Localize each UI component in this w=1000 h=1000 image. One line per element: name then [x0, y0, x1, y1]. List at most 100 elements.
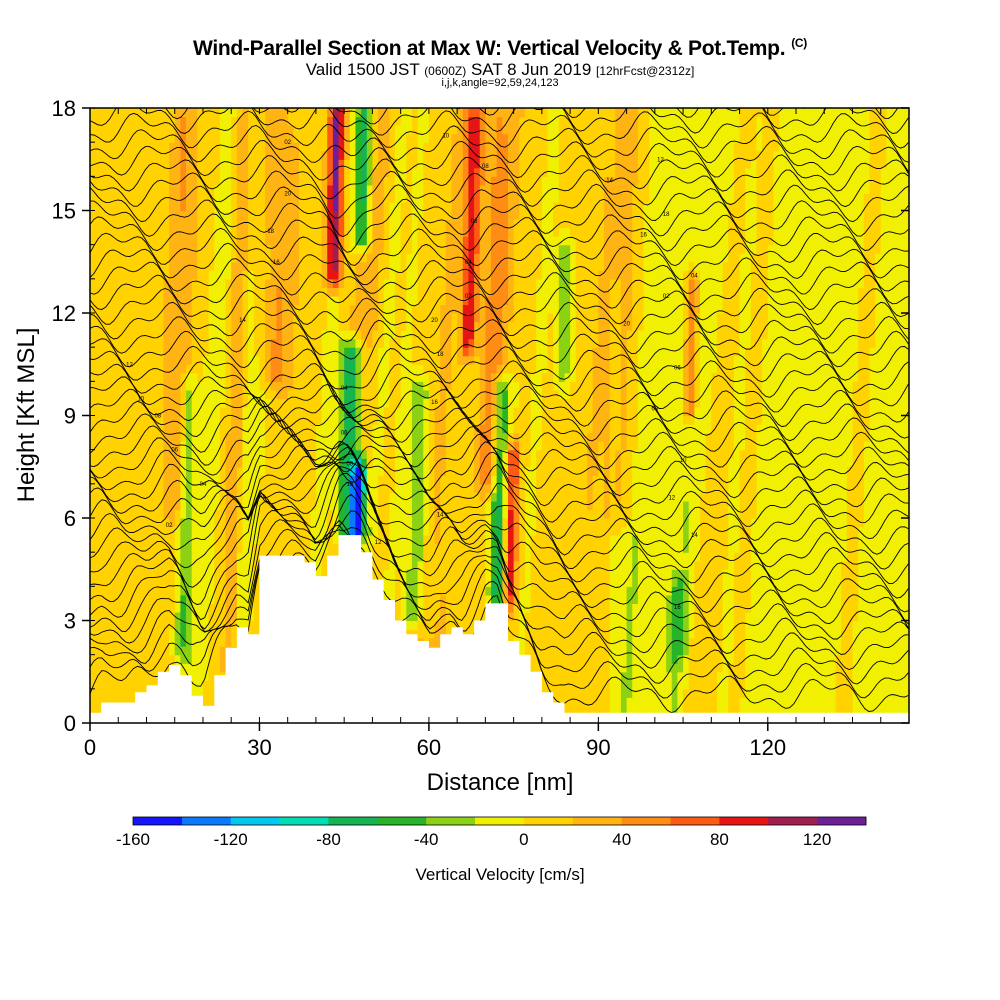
velocity-cell: [118, 552, 125, 562]
velocity-cell: [807, 483, 814, 493]
velocity-cell: [106, 560, 114, 570]
velocity-cell: [90, 705, 97, 716]
velocity-cell: [677, 697, 684, 707]
velocity-cell: [756, 466, 763, 476]
velocity-cell: [208, 560, 215, 570]
velocity-cell: [135, 569, 142, 579]
velocity-cell: [140, 492, 148, 502]
velocity-cell: [643, 483, 650, 493]
velocity-cell: [722, 535, 729, 545]
velocity-cell: [603, 560, 611, 570]
velocity-cell: [841, 466, 848, 476]
velocity-cell: [592, 611, 599, 622]
velocity-cell: [163, 449, 170, 459]
velocity-cell: [219, 500, 227, 511]
velocity-cell: [440, 449, 447, 459]
velocity-cell: [784, 483, 791, 493]
velocity-cell: [869, 654, 876, 664]
velocity-cell: [231, 569, 238, 579]
velocity-cell: [332, 509, 340, 519]
velocity-cell: [750, 594, 758, 605]
velocity-cell: [474, 518, 481, 528]
velocity-cell: [553, 697, 560, 707]
velocity-cell: [762, 535, 769, 545]
velocity-cell: [846, 688, 854, 698]
velocity-cell: [112, 543, 119, 553]
velocity-cell: [152, 637, 159, 647]
velocity-cell: [801, 475, 808, 485]
velocity-cell: [259, 458, 266, 468]
velocity-cell: [858, 611, 865, 622]
velocity-cell: [344, 509, 351, 519]
velocity-cell: [716, 492, 724, 502]
velocity-cell: [186, 586, 193, 596]
velocity-cell: [756, 671, 763, 681]
velocity-cell: [863, 594, 871, 605]
velocity-cell: [846, 449, 854, 459]
velocity-cell: [643, 449, 650, 459]
velocity-cell: [157, 483, 165, 493]
velocity-cell: [846, 500, 854, 511]
velocity-cell: [626, 688, 633, 698]
velocity-cell: [841, 441, 848, 451]
velocity-cell: [575, 492, 582, 502]
velocity-cell: [875, 629, 882, 639]
velocity-cell: [581, 509, 588, 519]
velocity-cell: [824, 663, 831, 673]
velocity-cell: [570, 697, 577, 707]
velocity-cell: [852, 441, 859, 451]
velocity-cell: [779, 654, 786, 664]
velocity-cell: [666, 466, 673, 476]
velocity-cell: [694, 646, 701, 656]
velocity-cell: [632, 637, 639, 647]
velocity-cell: [315, 543, 323, 553]
velocity-cell: [587, 432, 594, 442]
velocity-cell: [140, 680, 148, 690]
velocity-cell: [169, 611, 176, 622]
velocity-cell: [637, 671, 645, 681]
velocity-cell: [587, 543, 594, 553]
velocity-cell: [174, 646, 181, 656]
velocity-cell: [694, 654, 701, 664]
velocity-cell: [807, 526, 814, 536]
velocity-cell: [383, 586, 390, 596]
velocity-cell: [824, 509, 831, 519]
velocity-cell: [609, 705, 616, 716]
velocity-cell: [575, 680, 582, 690]
velocity-cell: [186, 654, 193, 664]
velocity-cell: [440, 552, 447, 562]
velocity-cell: [852, 449, 859, 459]
velocity-cell: [553, 518, 560, 528]
velocity-cell: [259, 509, 266, 519]
velocity-cell: [716, 458, 724, 468]
velocity-cell: [536, 475, 543, 485]
velocity-cell: [338, 449, 345, 459]
velocity-cell: [298, 535, 306, 545]
velocity-cell: [146, 483, 153, 493]
velocity-cell: [389, 449, 396, 459]
velocity-cell: [242, 543, 249, 553]
velocity-cell: [626, 577, 633, 587]
velocity-cell: [519, 577, 526, 587]
velocity-cell: [875, 663, 882, 673]
velocity-cell: [259, 543, 266, 553]
velocity-cell: [683, 526, 690, 536]
velocity-cell: [287, 441, 294, 451]
velocity-cell: [762, 705, 769, 716]
velocity-cell: [728, 500, 735, 511]
velocity-cell: [716, 663, 724, 673]
velocity-cell: [654, 569, 662, 579]
velocity-cell: [603, 620, 611, 630]
velocity-cell: [728, 586, 735, 596]
velocity-cell: [637, 560, 645, 570]
velocity-cell: [310, 500, 317, 511]
velocity-cell: [671, 458, 679, 468]
velocity-cell: [716, 620, 724, 630]
velocity-cell: [321, 424, 328, 434]
velocity-cell: [163, 577, 170, 587]
velocity-cell: [479, 594, 486, 605]
velocity-cell: [214, 577, 221, 587]
velocity-cell: [677, 449, 684, 459]
velocity-cell: [716, 603, 724, 613]
velocity-cell: [660, 535, 667, 545]
